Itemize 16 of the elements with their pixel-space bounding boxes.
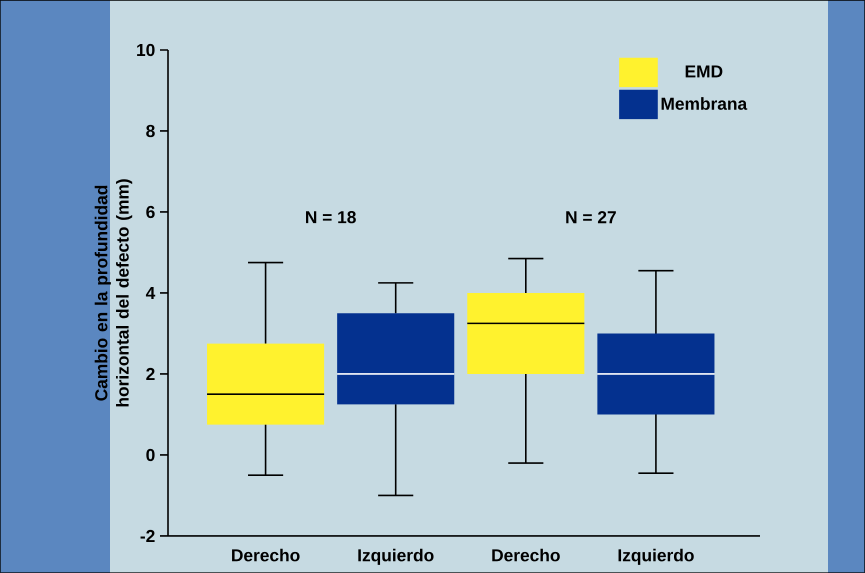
- y-tick-label: 10: [137, 44, 155, 56]
- y-axis-title: Cambio en la profundidad horizontal del defecto (mm): [94, 179, 132, 406]
- y-tick-label: 2: [146, 368, 155, 380]
- x-tick-label: Derecho: [232, 548, 300, 562]
- x-tick-label: Izquierdo: [618, 548, 694, 565]
- y-tick-label: 4: [146, 287, 156, 299]
- x-tick-label: Izquierdo: [358, 548, 434, 565]
- annotation: N = 27: [566, 211, 616, 224]
- y-tick-label: 0: [146, 448, 155, 462]
- legend-label: Membrana: [662, 97, 748, 110]
- x-tick-label: Derecho: [492, 548, 560, 562]
- y-tick-label: -2: [140, 530, 155, 542]
- legend-label: EMD: [686, 65, 722, 78]
- y-tick-label: 8: [146, 124, 155, 138]
- annotation: N = 18: [306, 211, 356, 224]
- y-tick-label: 6: [146, 206, 155, 218]
